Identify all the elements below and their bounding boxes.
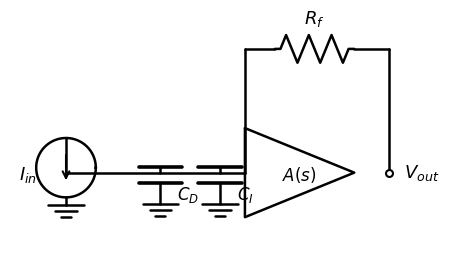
- Text: $V_{out}$: $V_{out}$: [404, 163, 439, 183]
- Text: $A(s)$: $A(s)$: [282, 165, 317, 185]
- Text: $C_I$: $C_I$: [237, 184, 254, 204]
- Text: $I_{in}$: $I_{in}$: [19, 165, 37, 185]
- Text: $R_f$: $R_f$: [304, 9, 325, 29]
- Text: $C_D$: $C_D$: [178, 184, 199, 204]
